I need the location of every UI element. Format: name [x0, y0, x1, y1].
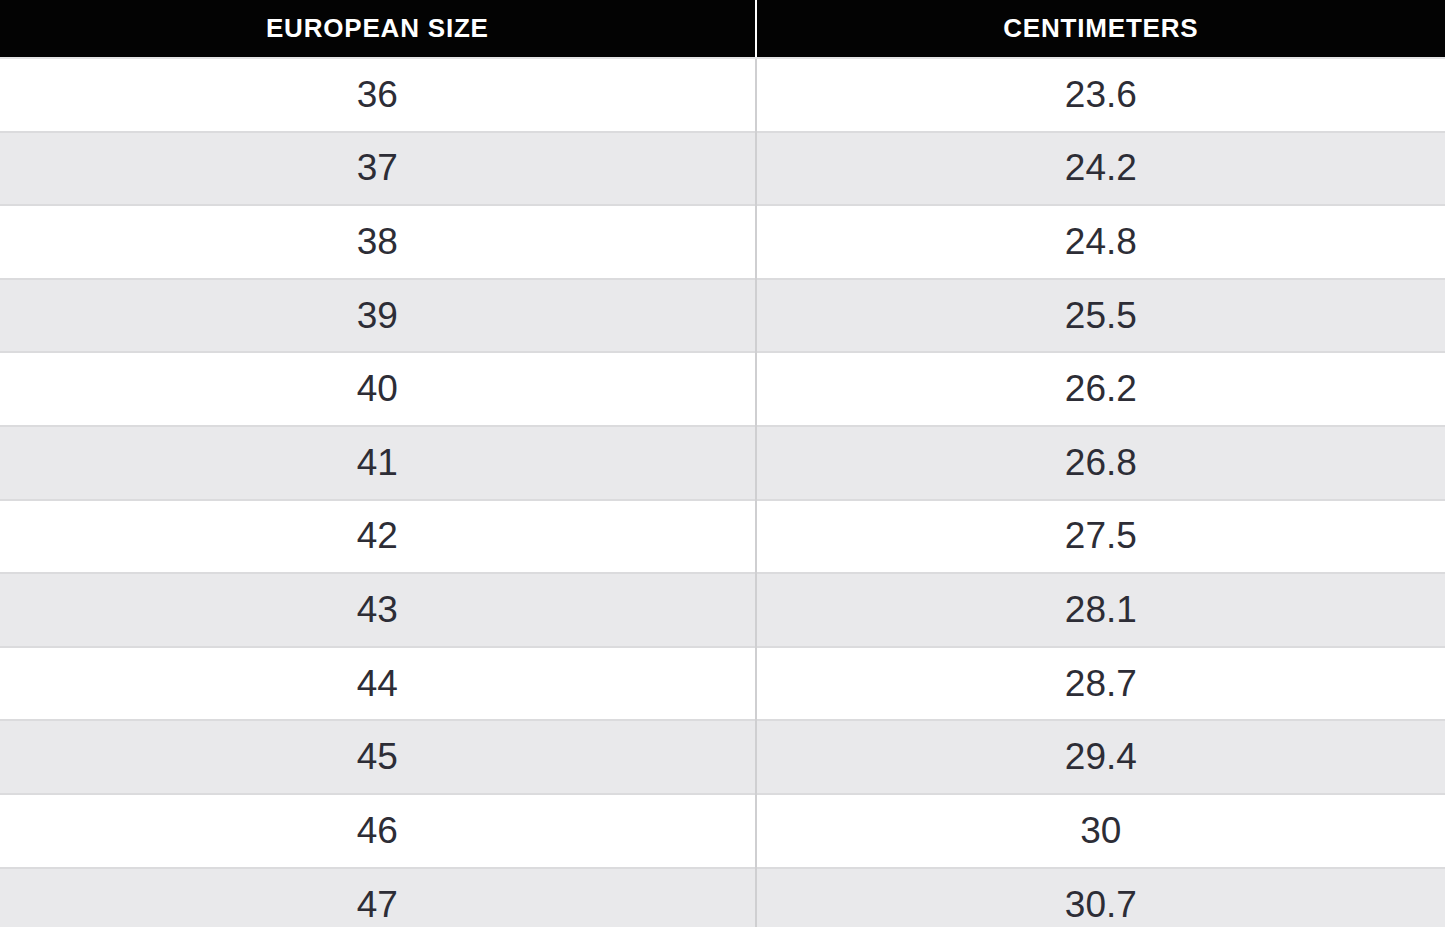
table-row: 43 28.1	[0, 573, 1445, 647]
centimeters-cell: 30.7	[756, 868, 1445, 927]
centimeters-cell: 28.7	[756, 647, 1445, 721]
column-header-european-size: EUROPEAN SIZE	[0, 0, 756, 58]
european-size-cell: 41	[0, 426, 756, 500]
european-size-cell: 47	[0, 868, 756, 927]
table-row: 39 25.5	[0, 279, 1445, 353]
centimeters-cell: 28.1	[756, 573, 1445, 647]
european-size-cell: 38	[0, 205, 756, 279]
centimeters-cell: 29.4	[756, 720, 1445, 794]
european-size-cell: 39	[0, 279, 756, 353]
table-row: 46 30	[0, 794, 1445, 868]
table-row: 36 23.6	[0, 58, 1445, 132]
size-conversion-table: EUROPEAN SIZE CENTIMETERS 36 23.6 37 24.…	[0, 0, 1445, 927]
centimeters-cell: 30	[756, 794, 1445, 868]
centimeters-cell: 23.6	[756, 58, 1445, 132]
european-size-cell: 46	[0, 794, 756, 868]
centimeters-cell: 26.8	[756, 426, 1445, 500]
table-row: 40 26.2	[0, 352, 1445, 426]
table-body: 36 23.6 37 24.2 38 24.8 39 25.5 40 26.2 …	[0, 58, 1445, 927]
table-row: 42 27.5	[0, 500, 1445, 574]
european-size-cell: 42	[0, 500, 756, 574]
european-size-cell: 43	[0, 573, 756, 647]
centimeters-cell: 26.2	[756, 352, 1445, 426]
centimeters-cell: 25.5	[756, 279, 1445, 353]
table-row: 41 26.8	[0, 426, 1445, 500]
european-size-cell: 40	[0, 352, 756, 426]
centimeters-cell: 27.5	[756, 500, 1445, 574]
header-row: EUROPEAN SIZE CENTIMETERS	[0, 0, 1445, 58]
centimeters-cell: 24.8	[756, 205, 1445, 279]
european-size-cell: 37	[0, 132, 756, 206]
table-row: 37 24.2	[0, 132, 1445, 206]
european-size-cell: 44	[0, 647, 756, 721]
table-row: 44 28.7	[0, 647, 1445, 721]
table-row: 38 24.8	[0, 205, 1445, 279]
table-row: 47 30.7	[0, 868, 1445, 927]
european-size-cell: 36	[0, 58, 756, 132]
european-size-cell: 45	[0, 720, 756, 794]
table-header: EUROPEAN SIZE CENTIMETERS	[0, 0, 1445, 58]
centimeters-cell: 24.2	[756, 132, 1445, 206]
table-row: 45 29.4	[0, 720, 1445, 794]
column-header-centimeters: CENTIMETERS	[756, 0, 1445, 58]
